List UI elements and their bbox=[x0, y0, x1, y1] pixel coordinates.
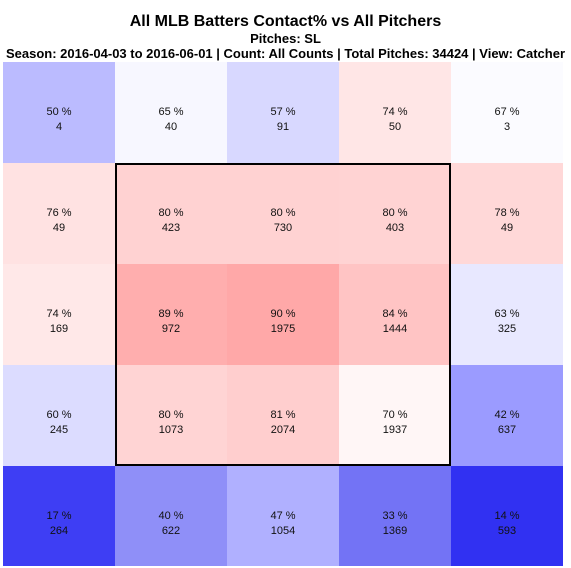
cell-count-label: 264 bbox=[49, 525, 69, 537]
heatmap-cell: 33 % 1369 bbox=[339, 466, 451, 566]
cell-percent-label: 70 % bbox=[382, 409, 408, 421]
heatmap-cell: 40 % 622 bbox=[115, 466, 227, 566]
cell-percent-label: 47 % bbox=[270, 510, 296, 522]
cell-count-label: 1975 bbox=[270, 323, 296, 335]
cell-count-label: 972 bbox=[161, 323, 181, 335]
cell-count-label: 3 bbox=[503, 121, 511, 133]
heatmap-cell: 81 % 2074 bbox=[227, 365, 339, 466]
cell-percent-label: 17 % bbox=[46, 510, 72, 522]
cell-percent-label: 90 % bbox=[270, 308, 296, 320]
cell-count-label: 1054 bbox=[270, 525, 296, 537]
cell-count-label: 403 bbox=[385, 222, 405, 234]
cell-count-label: 50 bbox=[388, 121, 402, 133]
heatmap-cell: 90 % 1975 bbox=[227, 264, 339, 365]
cell-percent-label: 81 % bbox=[270, 409, 296, 421]
cell-count-label: 637 bbox=[497, 424, 517, 436]
cell-percent-label: 63 % bbox=[494, 308, 520, 320]
heatmap-cell: 80 % 730 bbox=[227, 163, 339, 264]
heatmap-cell: 84 % 1444 bbox=[339, 264, 451, 365]
heatmap-cell: 63 % 325 bbox=[451, 264, 563, 365]
cell-percent-label: 80 % bbox=[270, 207, 296, 219]
chart-subtitle: Pitches: SL bbox=[250, 31, 321, 46]
cell-percent-label: 60 % bbox=[46, 409, 72, 421]
heatmap-cell: 17 % 264 bbox=[3, 466, 115, 566]
cell-count-label: 730 bbox=[273, 222, 293, 234]
cell-percent-label: 74 % bbox=[46, 308, 72, 320]
cell-percent-label: 80 % bbox=[158, 207, 184, 219]
heatmap-cell: 80 % 423 bbox=[115, 163, 227, 264]
heatmap-cell: 80 % 1073 bbox=[115, 365, 227, 466]
cell-count-label: 49 bbox=[52, 222, 66, 234]
cell-percent-label: 84 % bbox=[382, 308, 408, 320]
cell-count-label: 1444 bbox=[382, 323, 408, 335]
cell-count-label: 423 bbox=[161, 222, 181, 234]
cell-count-label: 4 bbox=[55, 121, 63, 133]
heatmap-cell: 60 % 245 bbox=[3, 365, 115, 466]
cell-percent-label: 40 % bbox=[158, 510, 184, 522]
cell-count-label: 2074 bbox=[270, 424, 296, 436]
cell-percent-label: 80 % bbox=[158, 409, 184, 421]
cell-percent-label: 74 % bbox=[382, 106, 408, 118]
heatmap-cell: 57 % 91 bbox=[227, 62, 339, 163]
heatmap-cell: 89 % 972 bbox=[115, 264, 227, 365]
chart-info-line: Season: 2016-04-03 to 2016-06-01 | Count… bbox=[5, 46, 566, 61]
cell-count-label: 593 bbox=[497, 525, 517, 537]
cell-percent-label: 67 % bbox=[494, 106, 520, 118]
cell-count-label: 622 bbox=[161, 525, 181, 537]
cell-percent-label: 65 % bbox=[158, 106, 184, 118]
cell-percent-label: 89 % bbox=[158, 308, 184, 320]
cell-percent-label: 42 % bbox=[494, 409, 520, 421]
cell-percent-label: 50 % bbox=[46, 106, 72, 118]
heatmap-cell: 42 % 637 bbox=[451, 365, 563, 466]
heatmap-cell: 78 % 49 bbox=[451, 163, 563, 264]
cell-percent-label: 78 % bbox=[494, 207, 520, 219]
heatmap-cell: 47 % 1054 bbox=[227, 466, 339, 566]
heatmap-cell: 80 % 403 bbox=[339, 163, 451, 264]
heatmap-cell: 74 % 169 bbox=[3, 264, 115, 365]
cell-count-label: 169 bbox=[49, 323, 69, 335]
cell-count-label: 1369 bbox=[382, 525, 408, 537]
cell-count-label: 40 bbox=[164, 121, 178, 133]
cell-percent-label: 80 % bbox=[382, 207, 408, 219]
cell-percent-label: 76 % bbox=[46, 207, 72, 219]
cell-percent-label: 14 % bbox=[494, 510, 520, 522]
strike-zone-box bbox=[115, 163, 451, 466]
heatmap-cell: 14 % 593 bbox=[451, 466, 563, 566]
cell-count-label: 1937 bbox=[382, 424, 408, 436]
heatmap-cell: 50 % 4 bbox=[3, 62, 115, 163]
cell-percent-label: 33 % bbox=[382, 510, 408, 522]
cell-count-label: 91 bbox=[276, 121, 290, 133]
chart-title: All MLB Batters Contact% vs All Pitchers bbox=[129, 13, 442, 30]
heatmap-cell: 76 % 49 bbox=[3, 163, 115, 264]
cell-count-label: 1073 bbox=[158, 424, 184, 436]
cell-percent-label: 57 % bbox=[270, 106, 296, 118]
heatmap-cell: 74 % 50 bbox=[339, 62, 451, 163]
heatmap-cell: 70 % 1937 bbox=[339, 365, 451, 466]
cell-count-label: 325 bbox=[497, 323, 517, 335]
heatmap-cell: 67 % 3 bbox=[451, 62, 563, 163]
heatmap-cell: 65 % 40 bbox=[115, 62, 227, 163]
cell-count-label: 245 bbox=[49, 424, 69, 436]
cell-count-label: 49 bbox=[500, 222, 514, 234]
